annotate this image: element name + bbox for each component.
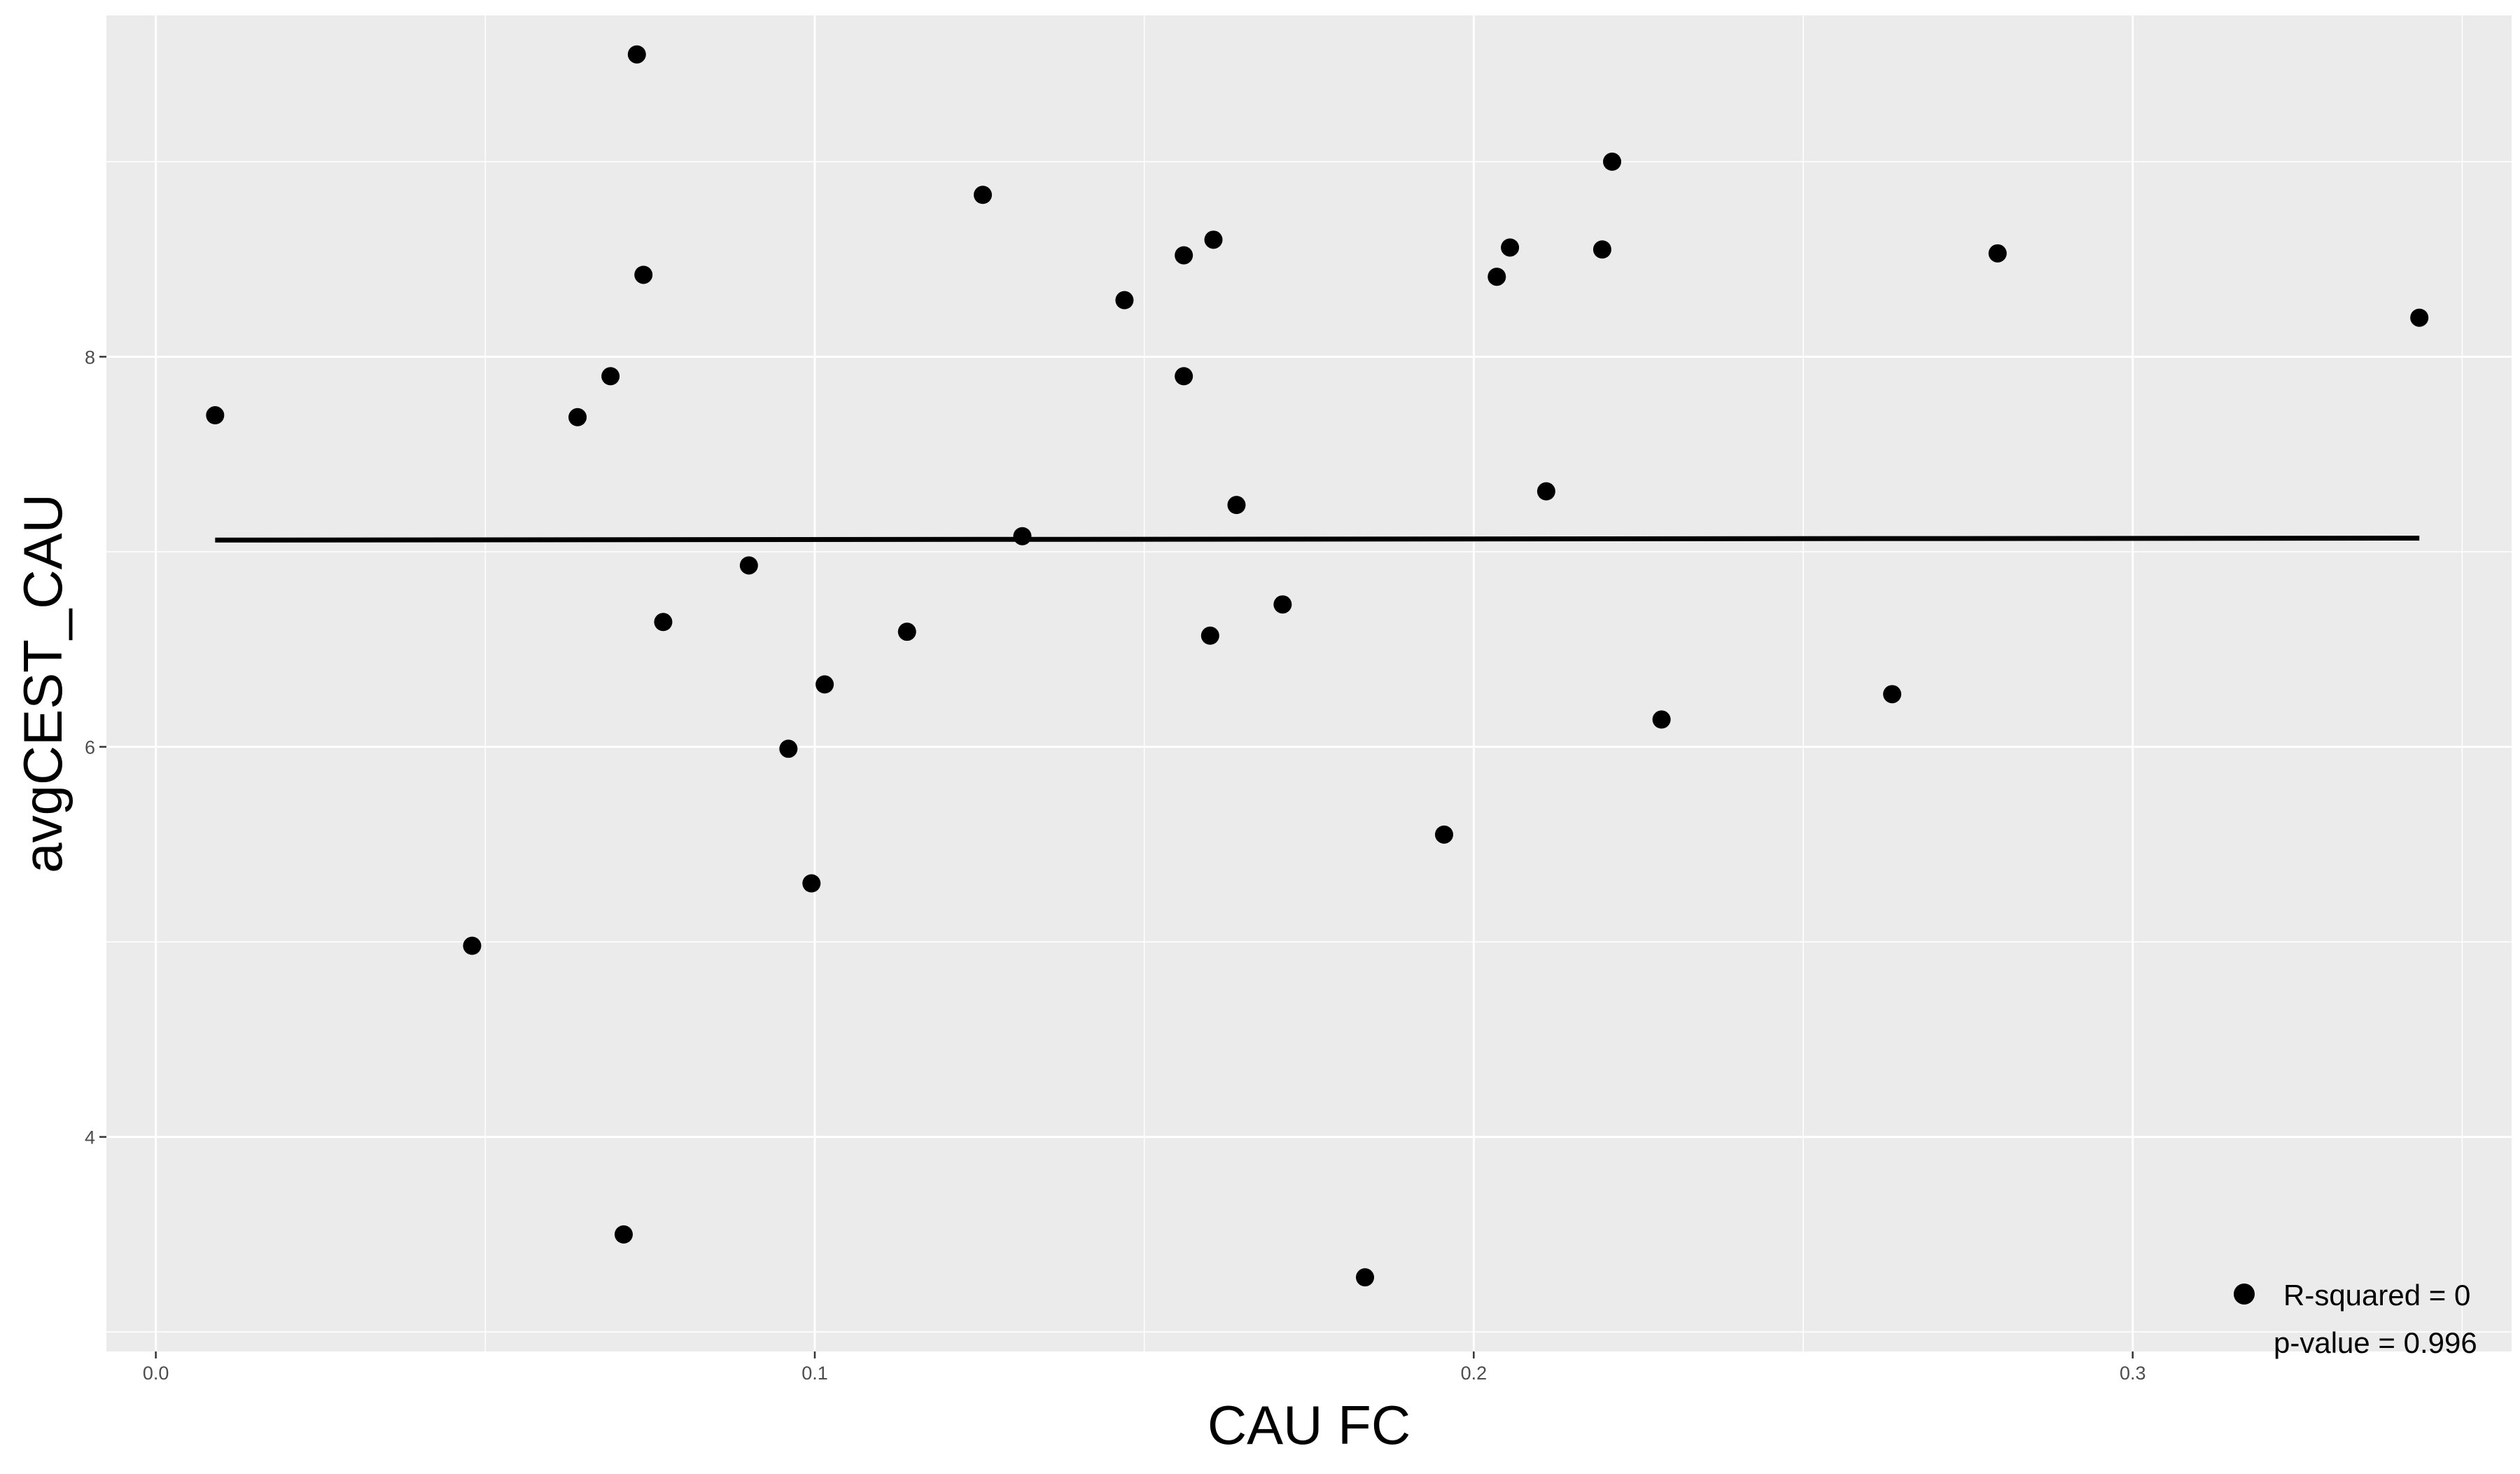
- x-tick-label: 0.2: [1461, 1363, 1488, 1384]
- data-point: [634, 265, 653, 284]
- data-point: [779, 739, 798, 758]
- data-point: [2410, 308, 2429, 327]
- data-point: [1488, 267, 1506, 286]
- regression-line: [215, 535, 2420, 543]
- x-axis-title: CAU FC: [1208, 1394, 1410, 1456]
- legend: R-squared = 0 p-value = 0.996: [2234, 1279, 2477, 1359]
- legend-r-squared: R-squared = 0: [2283, 1279, 2470, 1312]
- data-point: [568, 408, 587, 426]
- x-tick-label: 0.3: [2120, 1363, 2146, 1384]
- y-tick-label: 8: [85, 347, 95, 368]
- data-point: [1013, 527, 1032, 545]
- plot-background: [106, 15, 2512, 1351]
- x-tick-label: 0.0: [143, 1363, 169, 1384]
- data-point: [816, 675, 834, 694]
- data-point: [739, 556, 758, 575]
- minor-gridlines: [106, 15, 2512, 1351]
- x-tick-label: 0.1: [802, 1363, 828, 1384]
- data-point: [614, 1225, 633, 1244]
- data-point: [206, 406, 225, 425]
- data-point: [897, 623, 916, 641]
- data-point: [1603, 152, 1622, 171]
- data-point: [1592, 240, 1611, 259]
- data-point: [627, 45, 646, 64]
- data-point: [1273, 595, 1292, 614]
- y-axis-title: avgCEST_CAU: [12, 494, 74, 873]
- data-point: [1356, 1268, 1375, 1287]
- data-point: [463, 936, 482, 955]
- data-point: [1200, 626, 1219, 645]
- data-point: [1204, 230, 1223, 249]
- data-point: [1175, 246, 1194, 265]
- data-point: [1883, 685, 1902, 704]
- data-point: [1175, 367, 1194, 386]
- data-point: [654, 613, 673, 632]
- x-axis-ticks: 0.0 0.1 0.2 0.3: [143, 1351, 2146, 1384]
- data-point: [601, 367, 620, 386]
- data-point: [1536, 482, 1555, 501]
- legend-key-point: [2234, 1284, 2255, 1305]
- data-point: [802, 874, 821, 893]
- major-gridlines: [106, 15, 2512, 1351]
- data-point: [1501, 238, 1520, 257]
- y-tick-label: 4: [85, 1127, 95, 1148]
- legend-p-value: p-value = 0.996: [2274, 1326, 2477, 1359]
- data-point: [974, 186, 993, 204]
- data-point: [1988, 244, 2007, 263]
- data-point: [1652, 710, 1671, 729]
- data-point: [1227, 496, 1246, 515]
- data-point: [1115, 291, 1134, 310]
- y-tick-label: 6: [85, 737, 95, 758]
- y-axis-ticks: 4 6 8: [85, 347, 106, 1148]
- data-point: [1434, 825, 1453, 844]
